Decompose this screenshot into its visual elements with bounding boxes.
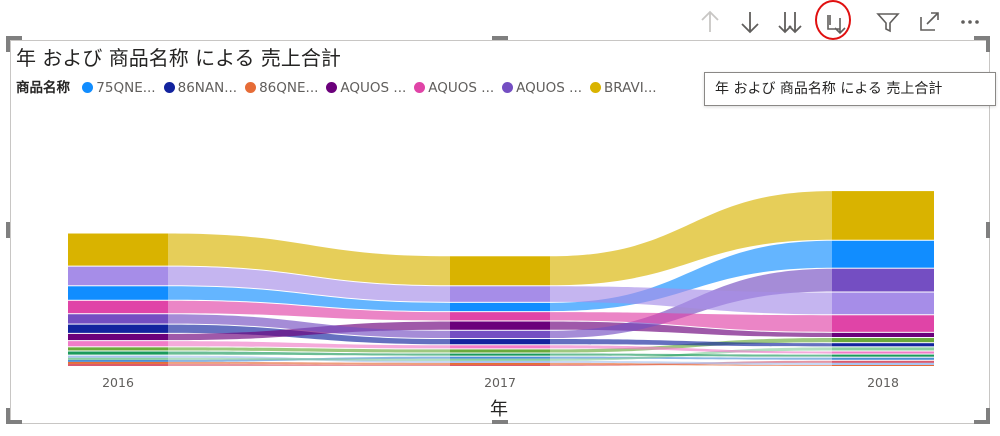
legend-swatch (82, 82, 94, 93)
resize-handle-top-left-v[interactable] (6, 36, 10, 52)
legend-item[interactable]: 86QNE... (245, 80, 318, 96)
legend-item[interactable]: 86NAN... (163, 80, 238, 96)
legend-label: AQUOS ... (340, 80, 407, 96)
resize-handle-bottom-left-v[interactable] (6, 408, 10, 424)
legend-label: 75QNE... (96, 80, 156, 96)
legend-swatch (163, 82, 175, 93)
drill-down-hierarchy-icon[interactable] (818, 6, 850, 38)
legend-item[interactable]: AQUOS ... (326, 80, 406, 96)
focus-mode-icon[interactable] (914, 6, 946, 38)
drill-down-icon[interactable] (734, 6, 766, 38)
legend-title: 商品名称 (16, 80, 70, 96)
drill-up-icon[interactable] (694, 6, 726, 38)
legend-label: BRAVI... (604, 80, 657, 96)
legend-swatch (245, 82, 257, 93)
resize-handle-top-right[interactable] (974, 36, 990, 40)
legend-label: AQUOS ... (516, 80, 583, 96)
resize-handle-top[interactable] (492, 36, 508, 40)
resize-handle-left[interactable] (6, 222, 10, 238)
legend-swatch (590, 82, 602, 93)
legend-label: 86QNE... (259, 80, 319, 96)
resize-handle-bottom-left[interactable] (6, 420, 22, 424)
legend-label: 86NAN... (177, 80, 238, 96)
more-options-icon[interactable] (954, 6, 986, 38)
resize-handle-top-left[interactable] (6, 36, 22, 40)
legend-label: AQUOS ... (428, 80, 495, 96)
filter-icon[interactable] (872, 6, 904, 38)
resize-handle-bottom[interactable] (492, 420, 508, 424)
resize-handle-bottom-right[interactable] (974, 420, 990, 424)
resize-handle-bottom-right-v[interactable] (986, 408, 990, 424)
x-axis-title: 年 (490, 399, 508, 420)
legend-item[interactable]: AQUOS ... (502, 80, 582, 96)
legend-swatch (502, 82, 514, 93)
legend-swatch (326, 82, 338, 93)
legend-item[interactable]: AQUOS ... (414, 80, 494, 96)
legend-item[interactable]: BRAVI... (590, 80, 657, 96)
visual-header-toolbar (690, 6, 990, 38)
legend-item[interactable]: 75QNE... (82, 80, 156, 96)
resize-handle-right[interactable] (986, 222, 990, 238)
legend-swatch (414, 82, 426, 93)
chart-title: 年 および 商品名称 による 売上合計 (16, 46, 341, 70)
legend: 商品名称 75QNE... 86NAN... 86QNE... AQUOS ... AQ… (16, 76, 665, 98)
tooltip: 年 および 商品名称 による 売上合計 (704, 72, 996, 106)
expand-all-down-icon[interactable] (774, 6, 806, 38)
resize-handle-top-right-v[interactable] (986, 36, 990, 52)
